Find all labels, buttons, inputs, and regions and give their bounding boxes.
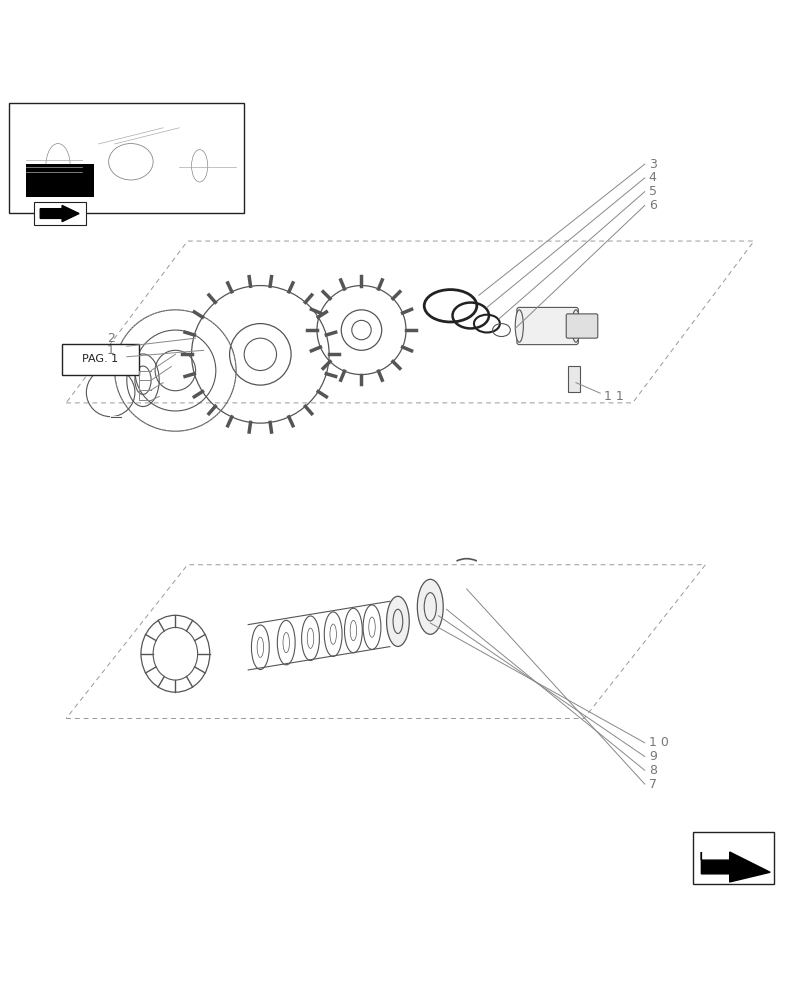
FancyBboxPatch shape bbox=[517, 307, 577, 345]
Text: 5: 5 bbox=[648, 185, 656, 198]
Polygon shape bbox=[41, 205, 79, 222]
Text: 6: 6 bbox=[648, 199, 656, 212]
Ellipse shape bbox=[386, 596, 409, 646]
Text: 2: 2 bbox=[107, 332, 114, 345]
Text: 1 0: 1 0 bbox=[648, 736, 667, 749]
Text: 9: 9 bbox=[648, 750, 656, 763]
FancyBboxPatch shape bbox=[565, 314, 597, 338]
Text: 1: 1 bbox=[107, 344, 114, 357]
Bar bbox=[693, 832, 773, 884]
Polygon shape bbox=[701, 852, 769, 882]
Ellipse shape bbox=[515, 310, 523, 342]
Text: 3: 3 bbox=[648, 158, 656, 171]
Bar bbox=[34, 202, 86, 225]
Bar bbox=[26, 164, 94, 197]
Text: 8: 8 bbox=[648, 764, 656, 777]
Bar bbox=[10, 103, 244, 213]
Ellipse shape bbox=[417, 579, 443, 634]
Text: PAG. 1: PAG. 1 bbox=[82, 354, 118, 364]
Text: 7: 7 bbox=[648, 778, 656, 791]
Text: 1 1: 1 1 bbox=[603, 390, 623, 403]
Text: 4: 4 bbox=[648, 171, 656, 184]
Bar bbox=[567, 366, 579, 392]
FancyBboxPatch shape bbox=[62, 344, 139, 375]
Ellipse shape bbox=[571, 310, 579, 342]
